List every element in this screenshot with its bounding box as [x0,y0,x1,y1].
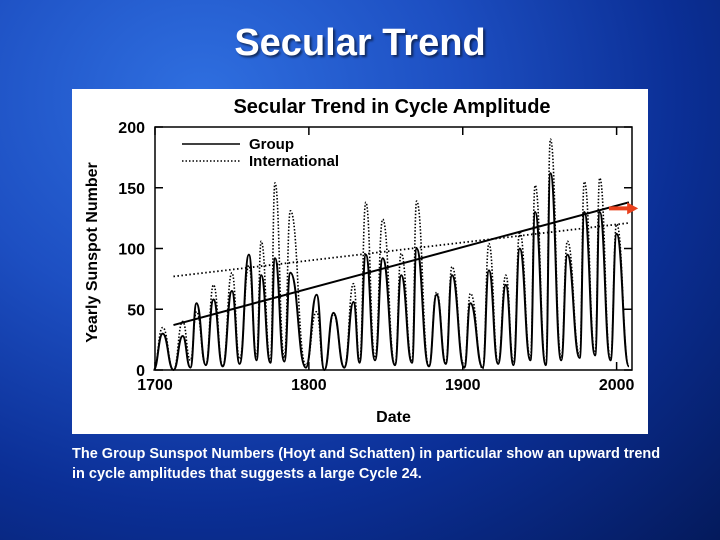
y-tick-label: 50 [127,302,145,319]
chart-svg: Secular Trend in Cycle Amplitude Yearly … [84,96,639,426]
y-tick-label: 100 [118,242,145,259]
trend-arrow-head [627,202,639,215]
y-tick-label: 150 [118,181,145,198]
x-tick-label: 1700 [137,377,173,394]
legend: Group International [182,136,339,170]
y-tick-label: 0 [136,363,145,380]
trend-line-group [173,201,630,327]
series-layer [152,138,639,372]
x-tick-label: 1900 [445,377,481,394]
x-tick-label: 2000 [599,377,635,394]
x-tick-label: 1800 [291,377,327,394]
chart-panel: Secular Trend in Cycle Amplitude Yearly … [72,89,648,434]
slide-caption: The Group Sunspot Numbers (Hoyt and Scha… [72,446,661,482]
slide-title: Secular Trend [234,22,486,64]
legend-label-group: Group [249,136,294,153]
chart-title: Secular Trend in Cycle Amplitude [233,96,550,118]
ticks-layer: 0 50 100 150 200 1700 1800 1900 2000 [118,120,634,394]
series-group [152,172,630,372]
y-axis-label: Yearly Sunspot Number [84,162,101,343]
x-axis-label: Date [376,409,411,426]
legend-label-international: International [249,153,339,170]
trend-line-international [173,222,630,278]
y-tick-label: 200 [118,120,145,137]
